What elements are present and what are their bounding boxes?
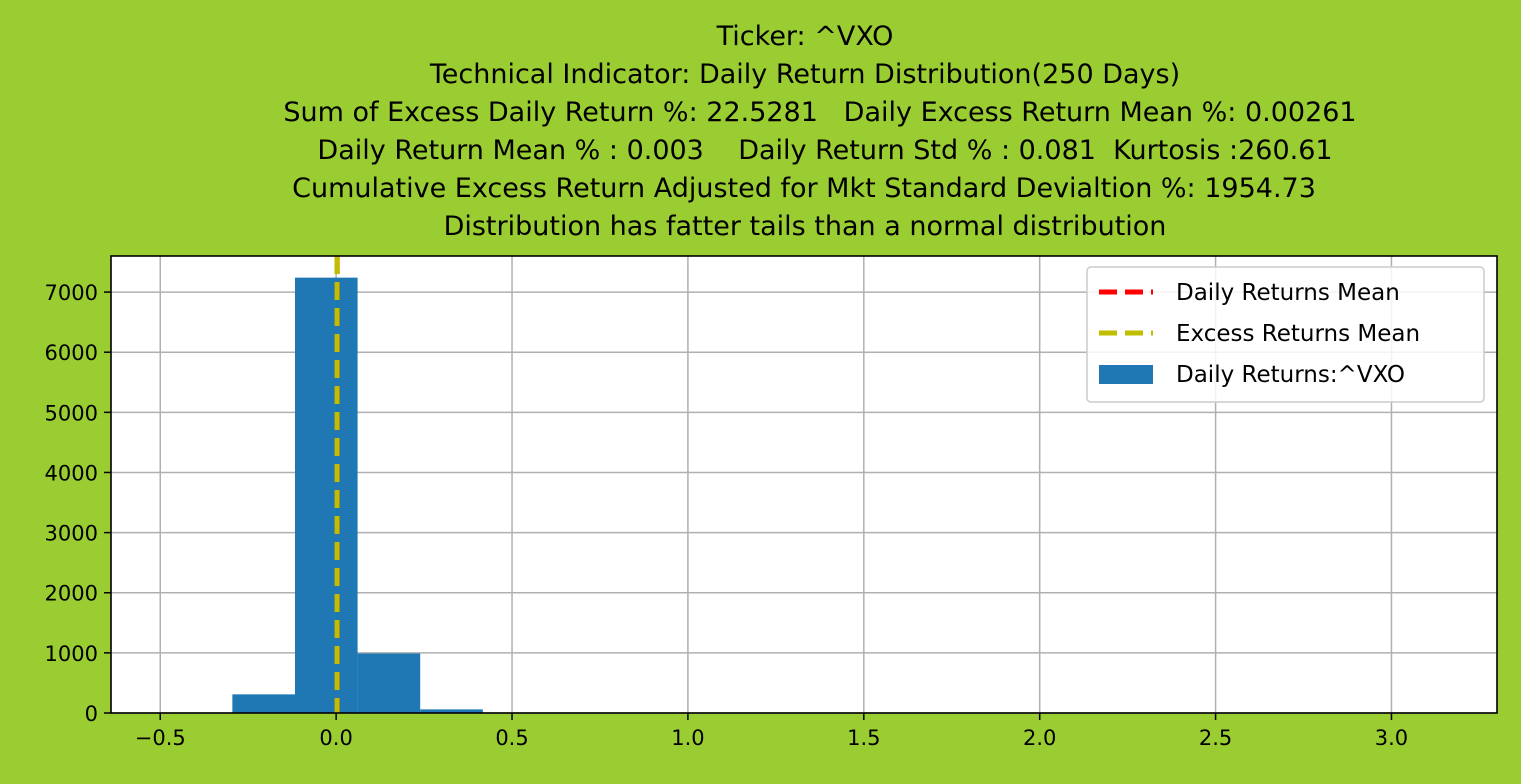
y-tick-label: 3000 (45, 522, 98, 546)
y-tick-label: 7000 (45, 281, 98, 305)
legend: Daily Returns Mean Excess Returns Mean Dai… (1087, 267, 1484, 402)
y-tick-label: 1000 (45, 642, 98, 666)
histogram-bar (295, 278, 358, 713)
y-tick-label: 6000 (45, 341, 98, 365)
title-line-return-stats: Daily Return Mean % : 0.003 Daily Return… (317, 135, 1332, 166)
x-tick-label: 3.0 (1375, 726, 1408, 750)
legend-label: Daily Returns:^VXO (1176, 362, 1405, 388)
x-tick-label: 1.0 (671, 726, 704, 750)
legend-label: Excess Returns Mean (1176, 321, 1420, 347)
title-line-ticker: Ticker: ^VXO (716, 21, 894, 52)
x-tick-label: 2.0 (1023, 726, 1056, 750)
histogram-bar (232, 694, 295, 713)
legend-patch-swatch (1099, 365, 1153, 384)
chart-title: Ticker: ^VXO Technical Indicator: Daily … (283, 21, 1356, 242)
x-tick-label: 0.5 (495, 726, 528, 750)
title-line-excess-stats: Sum of Excess Daily Return %: 22.5281 Da… (283, 97, 1356, 128)
y-tick-label: 0 (85, 702, 98, 726)
legend-label: Daily Returns Mean (1176, 280, 1400, 306)
x-tick-label: 0.0 (319, 726, 352, 750)
title-line-distribution-note: Distribution has fatter tails than a nor… (444, 211, 1167, 242)
y-tick-label: 4000 (45, 461, 98, 485)
x-tick-label: −0.5 (135, 726, 186, 750)
x-tick-label: 1.5 (847, 726, 880, 750)
histogram-bar (358, 653, 421, 713)
x-tick-label: 2.5 (1199, 726, 1232, 750)
y-tick-label: 2000 (45, 582, 98, 606)
y-tick-label: 5000 (45, 401, 98, 425)
title-line-cumulative: Cumulative Excess Return Adjusted for Mk… (292, 173, 1316, 204)
title-line-indicator: Technical Indicator: Daily Return Distri… (429, 59, 1180, 90)
